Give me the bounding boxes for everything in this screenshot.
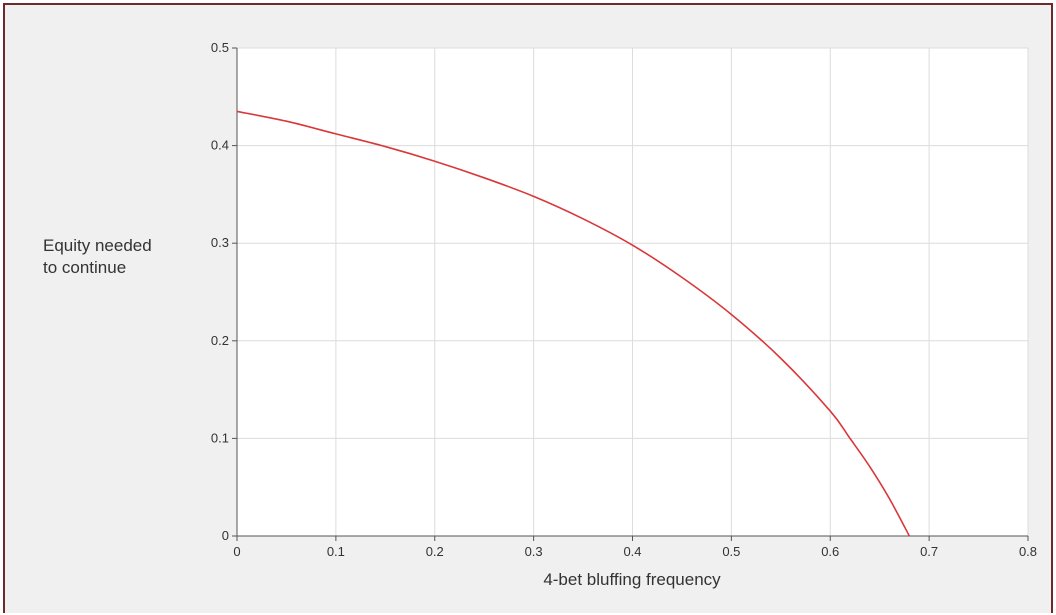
axes — [232, 47, 1029, 541]
y-tick-label: 0.5 — [211, 40, 229, 55]
x-tick-label: 0.6 — [821, 544, 839, 559]
x-tick-label: 0.1 — [327, 544, 345, 559]
x-tick-label: 0.2 — [426, 544, 444, 559]
y-tick-labels: 0 0.1 0.2 0.3 0.4 0.5 — [211, 40, 229, 543]
x-tick-label: 0.7 — [920, 544, 938, 559]
x-axis-title: 4-bet bluffing frequency — [543, 570, 721, 589]
chart-frame: 0 0.1 0.2 0.3 0.4 0.5 0.6 0.7 0.8 0 0.1 0.2 0.3 0.4 0… — [3, 3, 1053, 613]
y-tick-label: 0.3 — [211, 235, 229, 250]
series-layer — [236, 110, 911, 537]
line-chart: 0 0.1 0.2 0.3 0.4 0.5 0.6 0.7 0.8 00.10.20.30.40… — [43, 40, 1037, 589]
x-tick-label: 0.4 — [623, 544, 641, 559]
y-tick-label: 0.1 — [211, 430, 229, 445]
y-axis-title-line-2: to continue — [43, 258, 126, 277]
y-tick-label: 0.4 — [211, 138, 229, 153]
x-tick-label: 0.5 — [722, 544, 740, 559]
y-tick-label: 0.2 — [211, 333, 229, 348]
series-line — [236, 110, 911, 537]
x-tick-labels: 0 0.1 0.2 0.3 0.4 0.5 0.6 0.7 0.8 — [233, 544, 1037, 559]
x-tick-label: 0.3 — [525, 544, 543, 559]
y-tick-label: 0 — [222, 528, 229, 543]
y-axis-title-line-1: Equity needed — [43, 236, 152, 255]
x-tick-label: 0 — [233, 544, 240, 559]
x-tick-label: 0.8 — [1019, 544, 1037, 559]
